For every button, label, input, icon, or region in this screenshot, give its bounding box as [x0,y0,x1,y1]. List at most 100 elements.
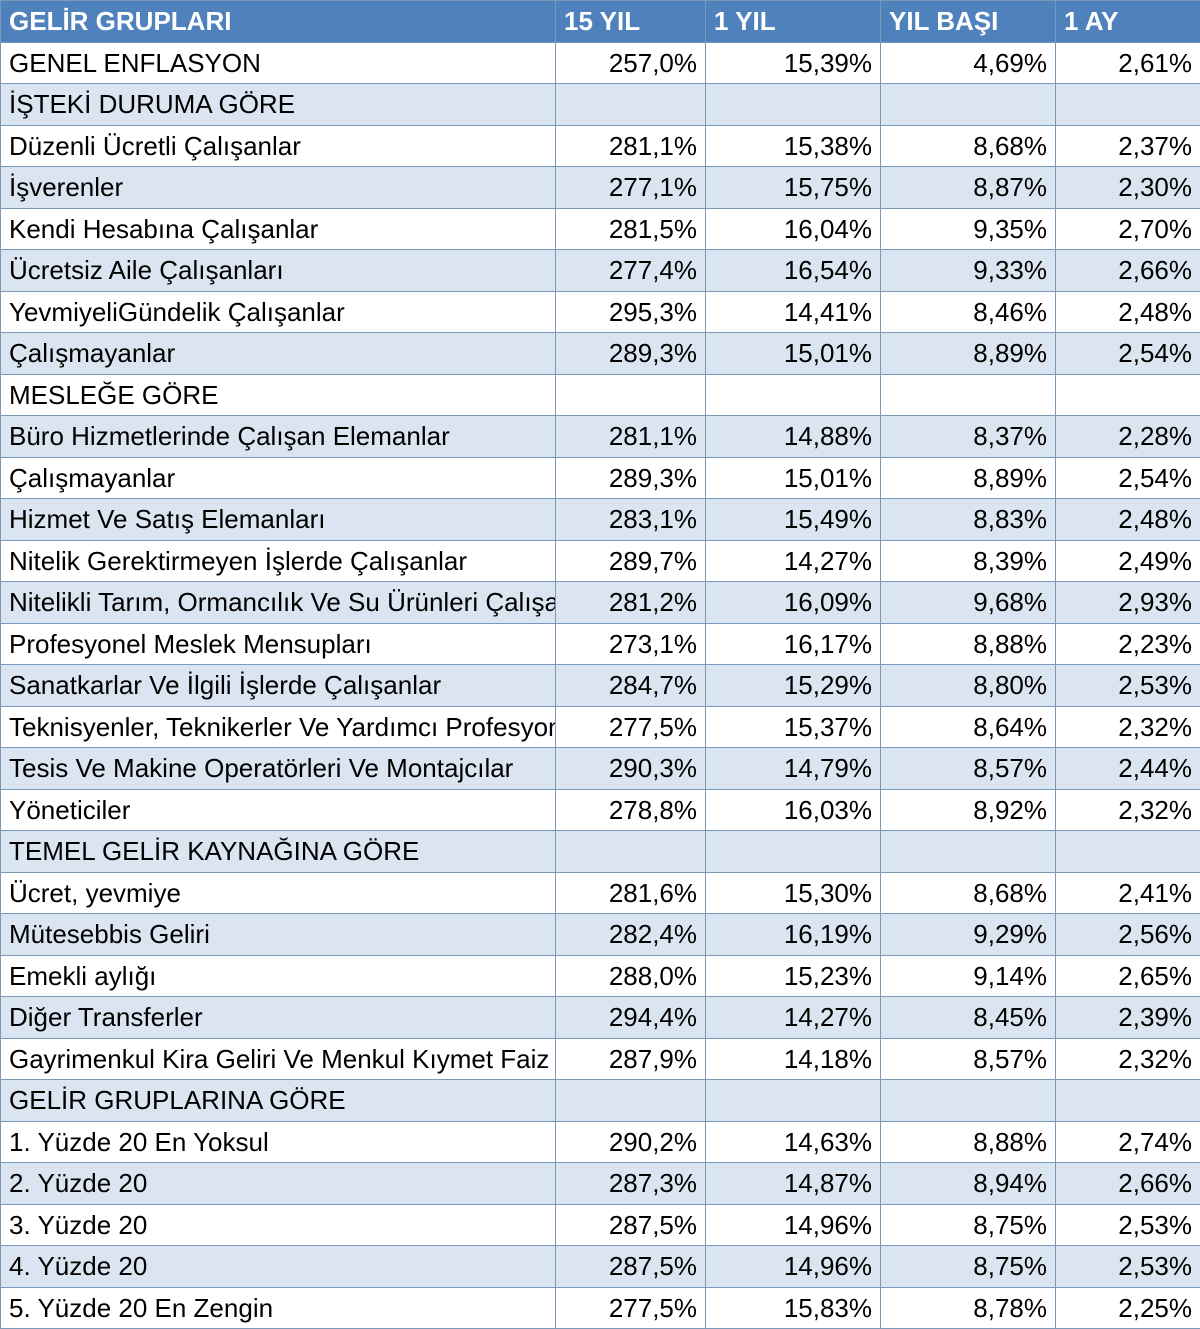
row-value: 277,5% [556,706,706,748]
row-value: 15,39% [706,42,881,84]
row-value: 8,57% [881,1038,1056,1080]
row-value: 16,17% [706,623,881,665]
row-value: 288,0% [556,955,706,997]
row-value: 15,49% [706,499,881,541]
row-value: 2,39% [1056,997,1200,1039]
row-value: 2,54% [1056,457,1200,499]
row-value: 2,48% [1056,499,1200,541]
row-value [556,1080,706,1122]
row-value: 8,83% [881,499,1056,541]
row-label: Ücretsiz Aile Çalışanları [1,250,556,292]
row-label: Gayrimenkul Kira Geliri Ve Menkul Kıymet… [1,1038,556,1080]
row-value: 287,5% [556,1246,706,1288]
row-value: 14,63% [706,1121,881,1163]
row-label: Teknisyenler, Teknikerler Ve Yardımcı Pr… [1,706,556,748]
table-row: YevmiyeliGündelik Çalışanlar295,3%14,41%… [1,291,1200,333]
table-row: 2. Yüzde 20287,3%14,87%8,94%2,66% [1,1163,1200,1205]
row-value: 2,32% [1056,1038,1200,1080]
income-groups-table: GELİR GRUPLARI 15 YIL 1 YIL YIL BAŞI 1 A… [0,0,1200,1329]
row-label: Büro Hizmetlerinde Çalışan Elemanlar [1,416,556,458]
table-row: Ücret, yevmiye281,6%15,30%8,68%2,41% [1,872,1200,914]
row-value [1056,374,1200,416]
row-value: 16,09% [706,582,881,624]
row-label: Çalışmayanlar [1,333,556,375]
row-value: 15,37% [706,706,881,748]
row-label: 1. Yüzde 20 En Yoksul [1,1121,556,1163]
row-value: 8,80% [881,665,1056,707]
row-label: Nitelik Gerektirmeyen İşlerde Çalışanlar [1,540,556,582]
row-value: 2,70% [1056,208,1200,250]
row-label: Sanatkarlar Ve İlgili İşlerde Çalışanlar [1,665,556,707]
row-value [706,84,881,126]
row-value: 2,74% [1056,1121,1200,1163]
table-row: İşverenler277,1%15,75%8,87%2,30% [1,167,1200,209]
row-value: 287,3% [556,1163,706,1205]
row-label: 3. Yüzde 20 [1,1204,556,1246]
row-label: 5. Yüzde 20 En Zengin [1,1287,556,1329]
row-label: Diğer Transferler [1,997,556,1039]
table-body: GENEL ENFLASYON257,0%15,39%4,69%2,61%İŞT… [1,42,1200,1329]
row-value: 14,79% [706,748,881,790]
row-value: 2,44% [1056,748,1200,790]
row-value: 2,53% [1056,665,1200,707]
row-value [1056,1080,1200,1122]
row-value: 15,29% [706,665,881,707]
row-label: YevmiyeliGündelik Çalışanlar [1,291,556,333]
row-value: 281,2% [556,582,706,624]
row-value: 287,5% [556,1204,706,1246]
table-row: 3. Yüzde 20287,5%14,96%8,75%2,53% [1,1204,1200,1246]
row-value: 2,65% [1056,955,1200,997]
row-value: 283,1% [556,499,706,541]
row-value: 8,39% [881,540,1056,582]
row-value: 8,75% [881,1204,1056,1246]
row-value: 15,30% [706,872,881,914]
row-value: 8,87% [881,167,1056,209]
row-value: 289,3% [556,333,706,375]
row-value [556,831,706,873]
col-header-2: 1 YIL [706,1,881,43]
row-value [706,374,881,416]
table-row: Düzenli Ücretli Çalışanlar281,1%15,38%8,… [1,125,1200,167]
row-label: İşverenler [1,167,556,209]
row-value: 281,6% [556,872,706,914]
row-value: 2,28% [1056,416,1200,458]
row-value: 15,38% [706,125,881,167]
row-value: 15,83% [706,1287,881,1329]
row-value: 9,68% [881,582,1056,624]
row-value [706,831,881,873]
row-value [1056,84,1200,126]
table-row: Mütesebbis Geliri282,4%16,19%9,29%2,56% [1,914,1200,956]
row-value: 2,53% [1056,1246,1200,1288]
row-value: 294,4% [556,997,706,1039]
row-value: 281,5% [556,208,706,250]
row-value: 14,96% [706,1246,881,1288]
row-value: 8,75% [881,1246,1056,1288]
table-row: Gayrimenkul Kira Geliri Ve Menkul Kıymet… [1,1038,1200,1080]
row-value: 14,27% [706,997,881,1039]
row-label: MESLEĞE GÖRE [1,374,556,416]
col-header-0: GELİR GRUPLARI [1,1,556,43]
row-value: 273,1% [556,623,706,665]
row-value: 277,4% [556,250,706,292]
row-label: TEMEL GELİR KAYNAĞINA GÖRE [1,831,556,873]
row-label: Yöneticiler [1,789,556,831]
row-value: 278,8% [556,789,706,831]
row-value: 2,30% [1056,167,1200,209]
row-label: 4. Yüzde 20 [1,1246,556,1288]
row-value: 8,94% [881,1163,1056,1205]
row-value: 277,1% [556,167,706,209]
row-value: 14,96% [706,1204,881,1246]
row-value: 2,41% [1056,872,1200,914]
row-value: 284,7% [556,665,706,707]
row-value: 257,0% [556,42,706,84]
table-row: Çalışmayanlar289,3%15,01%8,89%2,54% [1,333,1200,375]
row-value: 16,03% [706,789,881,831]
row-value: 8,88% [881,623,1056,665]
row-value: 290,3% [556,748,706,790]
row-value: 16,04% [706,208,881,250]
row-value [881,1080,1056,1122]
row-label: Emekli aylığı [1,955,556,997]
row-value [706,1080,881,1122]
row-label: GENEL ENFLASYON [1,42,556,84]
row-value: 16,19% [706,914,881,956]
